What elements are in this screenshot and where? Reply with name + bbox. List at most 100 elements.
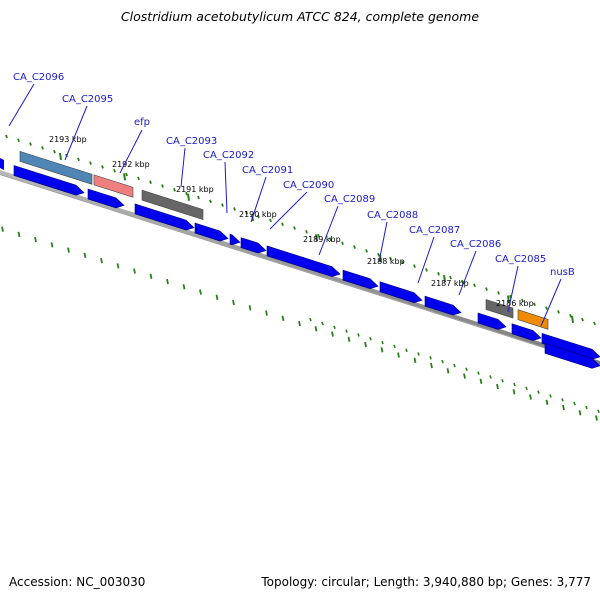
gene-label-leader: [269, 191, 308, 230]
tick-mark: [331, 331, 334, 337]
gene-arrow-11: [511, 323, 542, 341]
tick-mark: [578, 410, 582, 416]
tick-mark: [377, 252, 380, 257]
tick-mark: [41, 146, 44, 150]
tick-mark: [17, 231, 21, 238]
gene-label: CA_C2093: [166, 136, 217, 147]
gene-feature-efp: [93, 174, 134, 198]
tick-mark: [232, 299, 235, 306]
tick-mark: [353, 245, 356, 249]
tick-mark: [369, 337, 372, 341]
tick-mark: [413, 357, 417, 363]
gene-label: CA_C2096: [13, 72, 64, 83]
tick-mark: [437, 271, 440, 276]
tick-mark: [389, 256, 392, 261]
tick-mark: [209, 199, 212, 204]
tick-mark: [101, 165, 104, 169]
tick-mark: [533, 302, 536, 307]
kbp-label: 2189 kbp: [303, 235, 341, 244]
tick-mark: [34, 236, 37, 243]
tick-mark: [357, 333, 360, 337]
tick-mark: [257, 214, 260, 219]
gene-label-leader: [250, 176, 267, 223]
tick-mark: [461, 279, 464, 284]
map-title: Clostridium acetobutylicum ATCC 824, com…: [120, 9, 480, 24]
gene-label-leader: [417, 236, 435, 284]
tick-mark: [413, 264, 416, 268]
gene-arrow-1: [87, 188, 125, 209]
genome-backbone-edge: [0, 174, 600, 366]
tick-mark-major: [187, 193, 190, 201]
gene-label-leader: [8, 83, 35, 127]
tick-mark: [341, 241, 344, 246]
tick-mark: [53, 149, 56, 154]
tick-mark: [549, 394, 552, 398]
gene-label-leader: [64, 105, 88, 161]
tick-mark: [521, 298, 524, 303]
accession-label: Accession: NC_003030: [9, 575, 146, 589]
kbp-label: 2193 kbp: [49, 135, 87, 144]
gene-label: CA_C2086: [450, 239, 501, 250]
gene-label: CA_C2092: [203, 150, 254, 161]
tick-mark: [83, 252, 87, 259]
gene-arrow-3: [194, 222, 229, 242]
gene-feature-CA_C2093: [141, 189, 204, 221]
tick-mark: [463, 373, 466, 379]
tick-mark: [305, 230, 308, 234]
gene-label: CA_C2095: [62, 94, 113, 105]
gene-label-leader: [119, 129, 143, 174]
tick-mark: [314, 326, 318, 332]
gene-label-leader: [458, 250, 477, 296]
kbp-label: 2191 kbp: [176, 185, 214, 194]
tick-mark-major: [315, 234, 318, 242]
tick-mark: [497, 291, 500, 295]
gene-label: CA_C2085: [495, 254, 546, 265]
gene-label: nusB: [550, 267, 575, 278]
gene-arrow-5: [240, 237, 267, 254]
gene-label: CA_C2088: [367, 210, 418, 221]
tick-mark: [298, 320, 301, 327]
tick-mark: [245, 210, 248, 215]
tick-mark: [329, 237, 332, 242]
tick-mark: [166, 278, 169, 285]
tick-mark: [429, 356, 432, 360]
tick-mark: [17, 138, 20, 143]
tick-mark: [569, 313, 572, 318]
tick-mark: [333, 325, 336, 330]
tick-mark: [149, 180, 152, 184]
gene-arrow-6: [266, 245, 341, 277]
gene-arrow-7: [342, 269, 379, 290]
tick-mark: [221, 203, 224, 207]
tick-mark: [417, 352, 420, 356]
gene-label: CA_C2089: [324, 194, 375, 205]
tick-mark: [449, 275, 452, 280]
gene-arrow-0: [13, 165, 85, 196]
tick-mark-major: [59, 152, 62, 161]
tick-mark: [161, 184, 164, 188]
gene-feature-CA_C2086: [485, 299, 514, 319]
tick-mark: [562, 404, 565, 411]
tick-mark: [281, 315, 285, 322]
tick-mark: [345, 329, 348, 333]
tick-mark: [479, 378, 483, 384]
tick-mark: [397, 352, 400, 358]
gene-arrow-edge: [0, 158, 4, 170]
gene-label-leader: [378, 221, 388, 263]
tick-mark: [513, 382, 516, 387]
tick-mark: [529, 394, 532, 400]
gene-label-leader: [507, 265, 519, 313]
gene-label-leader: [540, 278, 562, 327]
gene-arrow-9: [424, 295, 462, 316]
tick-mark: [380, 347, 384, 353]
tick-mark: [489, 375, 492, 379]
tick-mark: [293, 226, 296, 230]
tick-mark: [125, 172, 128, 177]
tick-mark: [149, 273, 153, 280]
tick-mark: [233, 207, 236, 211]
tick-mark: [113, 168, 116, 173]
kbp-label: 2186 kbp: [496, 299, 534, 308]
gene-feature-CA_C2096: [19, 150, 93, 185]
tick-mark: [50, 242, 54, 248]
tick-mark: [1, 226, 4, 232]
